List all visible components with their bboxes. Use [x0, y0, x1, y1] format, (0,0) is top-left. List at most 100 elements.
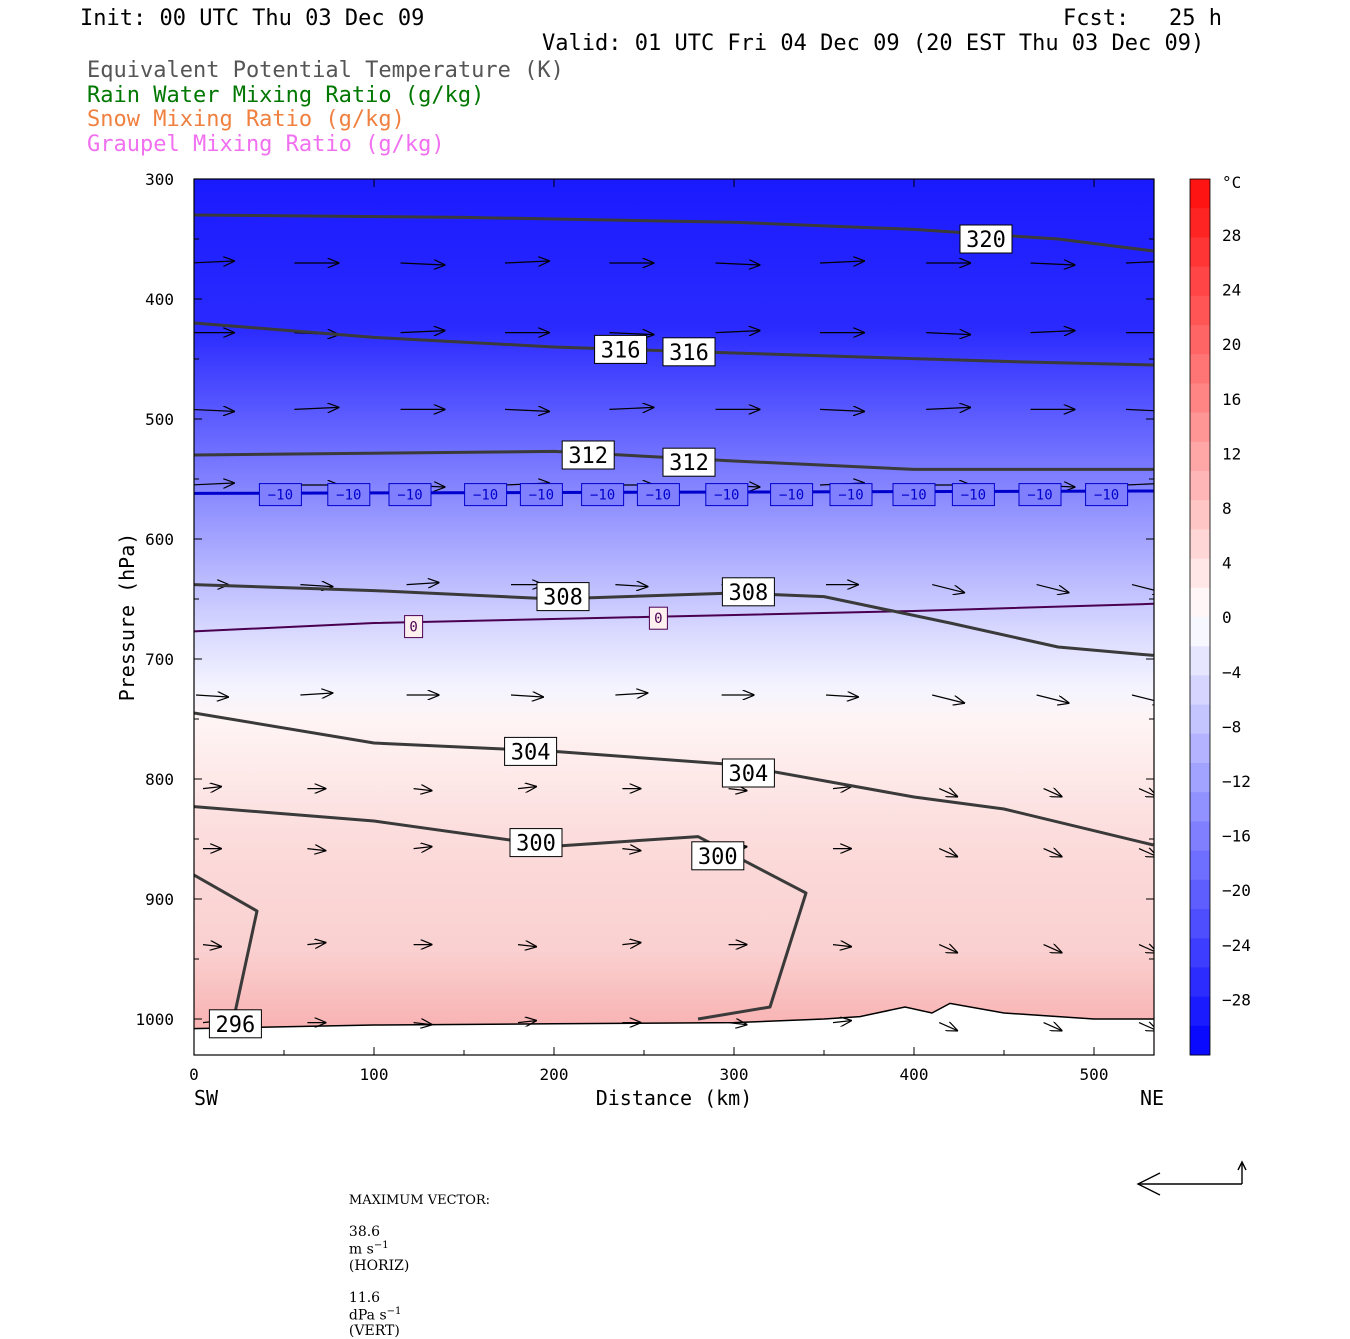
wind-vector — [622, 943, 640, 945]
wind-vector — [728, 1023, 747, 1025]
wind-vector — [728, 789, 747, 791]
init-time: Init: 00 UTC Thu 03 Dec 09 — [80, 6, 425, 31]
isotherm-label-box — [770, 483, 814, 507]
wind-vector — [1030, 263, 1075, 265]
theta-e-label: 300 — [516, 832, 556, 857]
wind-vector — [1125, 408, 1154, 412]
colorbar-label: −8 — [1222, 717, 1241, 736]
reference-vector-icon — [1136, 1160, 1247, 1196]
colorbar-swatch — [1190, 1025, 1210, 1056]
wind-vector — [1138, 789, 1154, 797]
terrain-mask — [194, 1003, 1154, 1055]
colorbar-label: −20 — [1222, 881, 1251, 900]
wind-vector — [517, 787, 536, 789]
isotherm-label-box — [388, 483, 432, 507]
x-left-end-label: SW — [194, 1086, 219, 1110]
colorbar-swatch — [1190, 266, 1210, 297]
colorbar-label: 0 — [1222, 608, 1232, 627]
theta-e-label-box — [509, 828, 563, 858]
x-right-end-label: NE — [1140, 1086, 1164, 1110]
max-vector-label: MAXIMUM VECTOR: — [348, 1193, 491, 1208]
colorbar-swatch — [1190, 967, 1210, 998]
wind-vector — [300, 693, 332, 695]
theta-e-contour — [194, 583, 1154, 657]
theta-e-label: 312 — [568, 444, 608, 469]
wind-vector — [819, 261, 864, 263]
wind-vector — [1036, 584, 1069, 593]
wind-vector — [194, 483, 234, 485]
x-tick-label: 100 — [360, 1065, 389, 1084]
isotherm-label: −10 — [838, 488, 863, 504]
max-vector-vert-unit: dPa s — [348, 1307, 387, 1324]
isotherm-label-box — [519, 483, 563, 507]
y-tick-label: 800 — [145, 770, 174, 789]
valid-time: Valid: 01 UTC Fri 04 Dec 09 (20 EST Thu … — [542, 31, 1205, 56]
wind-vector — [307, 849, 325, 851]
max-vector-vert-tag: (VERT) — [348, 1323, 400, 1339]
wind-vector — [715, 331, 760, 333]
colorbar-swatch — [1190, 879, 1210, 910]
theta-e-label-box — [662, 337, 716, 367]
isotherm-label: −10 — [714, 488, 739, 504]
isotherm-label-box — [951, 483, 995, 507]
wind-vector — [413, 1023, 432, 1025]
theta-e-label: 312 — [669, 451, 709, 476]
y-tick-label: 500 — [145, 410, 174, 429]
wind-vector — [926, 333, 970, 335]
colorbar-swatch — [1190, 529, 1210, 560]
isotherm-label-box — [636, 483, 680, 507]
wind-vector — [832, 1021, 851, 1023]
wind-vector — [1131, 694, 1154, 703]
colorbar-label: 28 — [1222, 226, 1241, 245]
theta-e-label: 316 — [601, 338, 641, 363]
wind-vector — [194, 261, 234, 263]
wind-vector — [400, 263, 445, 265]
colorbar-swatch — [1190, 996, 1210, 1027]
colorbar-swatch — [1190, 208, 1210, 238]
isotherm-label: −10 — [268, 488, 293, 504]
isotherm-label-box — [829, 483, 873, 507]
wind-vector — [1138, 945, 1154, 953]
colorbar-label: −12 — [1222, 772, 1251, 791]
wind-vector — [1043, 789, 1062, 797]
isotherm-label: −10 — [336, 488, 361, 504]
colorbar-swatch — [1190, 295, 1210, 326]
wind-vector — [1138, 1023, 1154, 1031]
wind-vector — [510, 695, 543, 697]
y-axis-title: Pressure (hPa) — [115, 533, 139, 702]
isotherm-label-box — [464, 483, 508, 507]
max-vector-horiz-value: 38.6 — [348, 1224, 381, 1240]
isotherm-label: −10 — [779, 488, 804, 504]
wind-vector — [938, 789, 957, 797]
colorbar-label: −4 — [1222, 663, 1241, 682]
theta-e-label-box — [721, 577, 775, 607]
isotherm-label-box — [327, 483, 371, 507]
theta-e-label-box — [959, 224, 1013, 254]
colorbar-swatch — [1190, 383, 1210, 414]
wind-vector — [615, 585, 647, 587]
colorbar-swatch — [1190, 821, 1210, 852]
y-tick-label: 600 — [145, 530, 174, 549]
wind-vector — [413, 847, 432, 849]
wind-vector — [622, 849, 640, 851]
theta-e-label: 320 — [966, 228, 1006, 253]
theta-e-label: 296 — [216, 1013, 256, 1038]
wind-vector — [413, 789, 432, 791]
theta-e-label-box — [208, 1009, 262, 1039]
isotherm-label: 0 — [409, 620, 417, 636]
colorbar-swatch — [1190, 587, 1210, 618]
theta-e-label: 308 — [729, 581, 769, 606]
cross-section-chart: 0 0 −10 −10 −10 −10 −10 −10 −10 −10 −10 −10 −10 −10 −1… — [115, 170, 1251, 1196]
colorbar-swatch — [1190, 850, 1210, 881]
colorbar-swatch — [1190, 471, 1210, 501]
colorbar-swatch — [1190, 441, 1210, 472]
colorbar-swatch — [1190, 179, 1210, 209]
wind-vector — [195, 695, 228, 697]
colorbar-swatch — [1190, 412, 1210, 443]
colorbar-swatch — [1190, 704, 1210, 735]
theta-e-label-box — [662, 447, 716, 477]
colorbar-label: 20 — [1222, 335, 1241, 354]
wind-vector — [938, 945, 957, 953]
x-tick-label: 500 — [1080, 1065, 1109, 1084]
colorbar-swatch — [1190, 763, 1210, 793]
